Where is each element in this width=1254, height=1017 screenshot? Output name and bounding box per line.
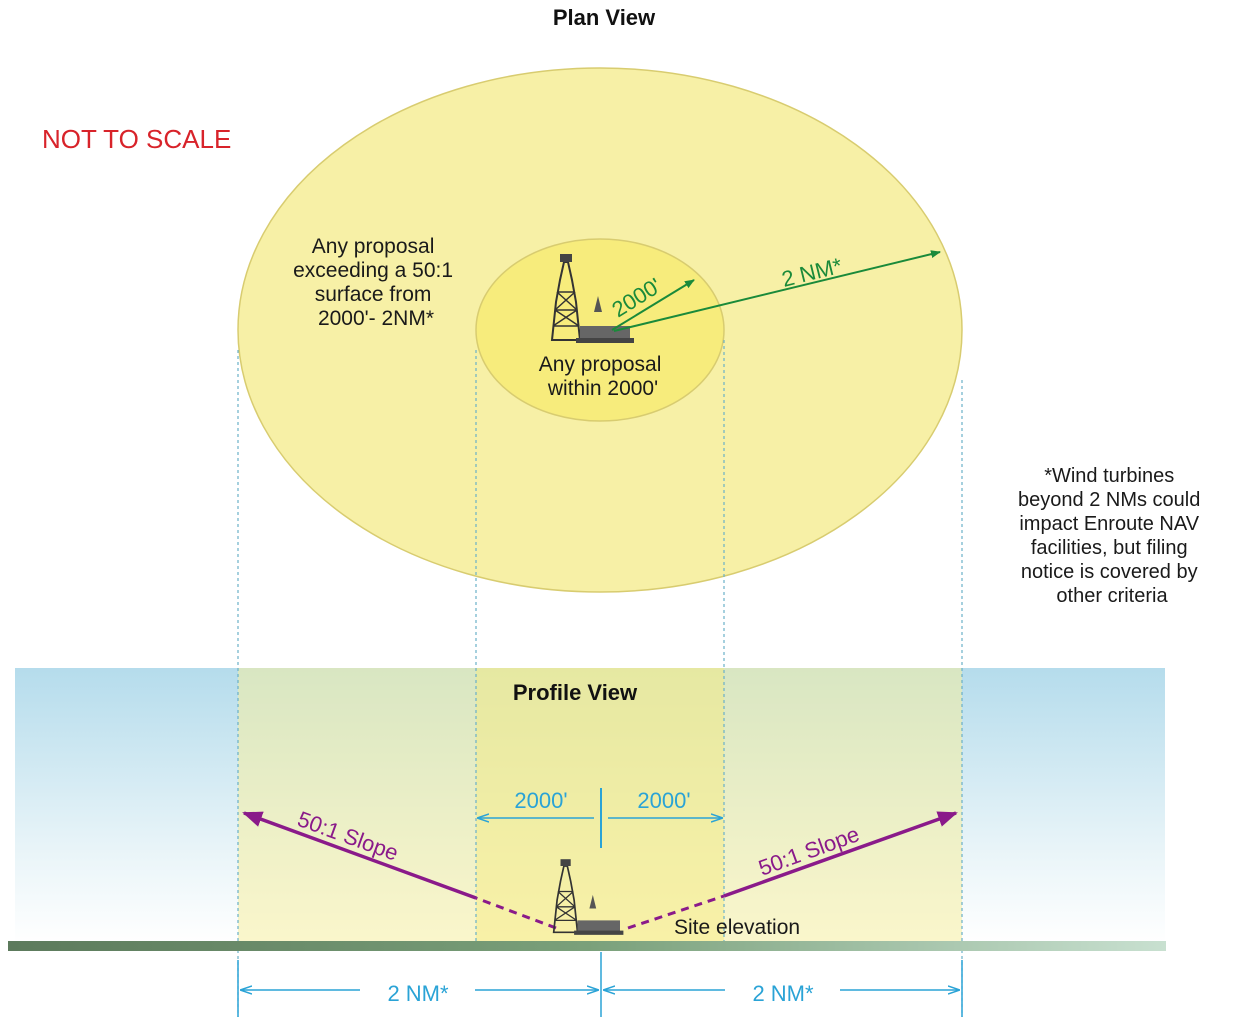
footnote-line: other criteria xyxy=(1056,585,1168,607)
footnote-line: facilities, but filing xyxy=(1031,537,1188,559)
oil-platform-profile-icon xyxy=(552,859,624,935)
left-slope-arrow xyxy=(242,811,477,900)
right-slope-dashed xyxy=(627,894,725,930)
dim-left-2000ft-label: 2000' xyxy=(514,788,567,813)
inner-zone-label-line: within 2000' xyxy=(547,377,658,400)
dim-right-2nm-label: 2 NM* xyxy=(752,981,814,1006)
ground-line xyxy=(8,941,1166,951)
footnote-line: *Wind turbines xyxy=(1044,465,1174,487)
profile-view-title: Profile View xyxy=(513,680,638,705)
inner-zone-label: Any proposal within 2000' xyxy=(539,353,667,400)
dim-left-2nm-label: 2 NM* xyxy=(387,981,449,1006)
radius-2nm-arrow xyxy=(613,250,941,332)
outer-zone-label-line: surface from xyxy=(315,283,432,306)
wind-turbine-footnote: *Wind turbines beyond 2 NMs could impact… xyxy=(1018,465,1206,607)
site-elevation-label: Site elevation xyxy=(674,916,800,939)
outer-zone-label-line: exceeding a 50:1 xyxy=(293,259,453,282)
footnote-line: impact Enroute NAV xyxy=(1019,513,1199,535)
outer-zone-label-line: Any proposal xyxy=(312,235,435,258)
radius-2000ft-arrow xyxy=(611,279,695,331)
not-to-scale-note: NOT TO SCALE xyxy=(42,124,231,154)
left-slope-dashed xyxy=(475,896,557,930)
right-slope-arrow xyxy=(723,811,958,898)
footnote-line: notice is covered by xyxy=(1021,561,1198,583)
dim-right-2000ft-label: 2000' xyxy=(637,788,690,813)
outer-zone-label: Any proposal exceeding a 50:1 surface fr… xyxy=(293,235,459,330)
outer-zone-label-line: 2000'- 2NM* xyxy=(318,307,434,330)
plan-view-title: Plan View xyxy=(553,5,656,30)
inner-zone-label-line: Any proposal xyxy=(539,353,662,376)
projection-lines xyxy=(237,340,963,1017)
footnote-line: beyond 2 NMs could xyxy=(1018,489,1200,511)
